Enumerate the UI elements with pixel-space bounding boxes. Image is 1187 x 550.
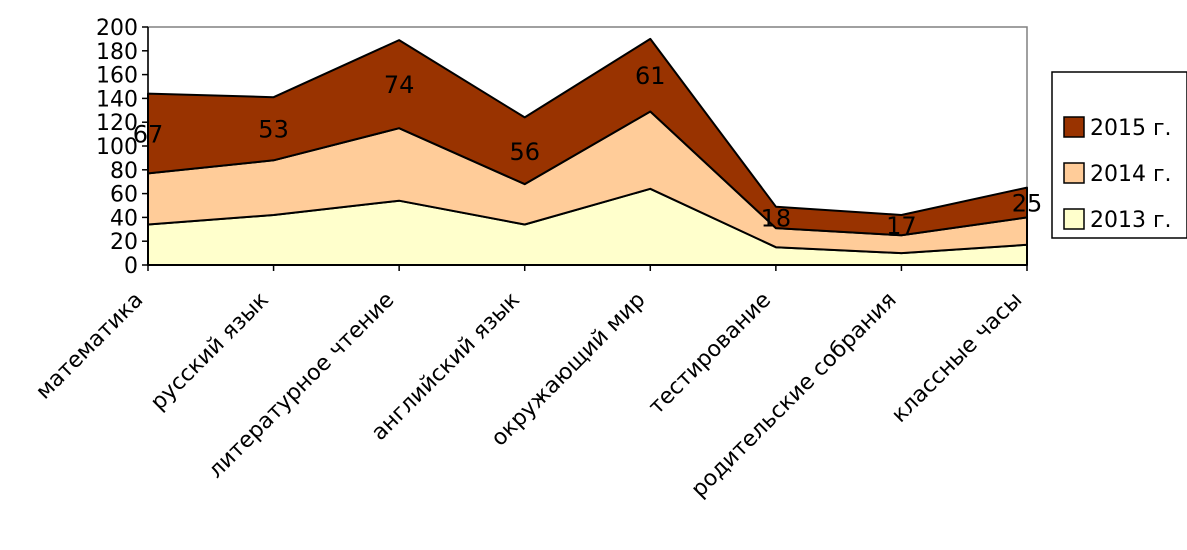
x-category-label: русский язык [146,288,274,416]
y-tick-label: 40 [110,206,138,231]
data-label: 53 [258,116,289,144]
y-tick-label: 120 [96,111,138,136]
data-label: 67 [133,121,164,149]
y-tick-label: 60 [110,183,138,208]
legend-swatch [1064,163,1084,183]
legend: 2015 г. 2014 г. 2013 г. [1052,72,1187,238]
y-tick-label: 200 [96,16,138,41]
data-label: 25 [1012,190,1043,218]
x-category-label: родительские собрания [687,288,902,503]
x-category-label: математика [31,288,148,405]
legend-swatch [1064,117,1084,137]
data-label: 56 [509,138,540,166]
y-tick-label: 180 [96,40,138,65]
x-category-label: классные часы [887,288,1027,428]
y-tick-label: 80 [110,159,138,184]
y-tick-label: 20 [110,230,138,255]
data-label: 74 [384,71,415,99]
x-category-label: тестирование [644,288,776,420]
legend-swatch [1064,209,1084,229]
y-tick-label: 0 [124,254,138,279]
y-tick-label: 100 [96,135,138,160]
y-tick-label: 160 [96,64,138,89]
data-label: 18 [761,204,792,232]
legend-label: 2014 г. [1090,162,1172,187]
legend-label: 2013 г. [1090,208,1172,233]
legend-label: 2015 г. [1090,116,1172,141]
data-label: 17 [886,212,917,240]
data-label: 61 [635,62,666,90]
y-tick-label: 140 [96,87,138,112]
